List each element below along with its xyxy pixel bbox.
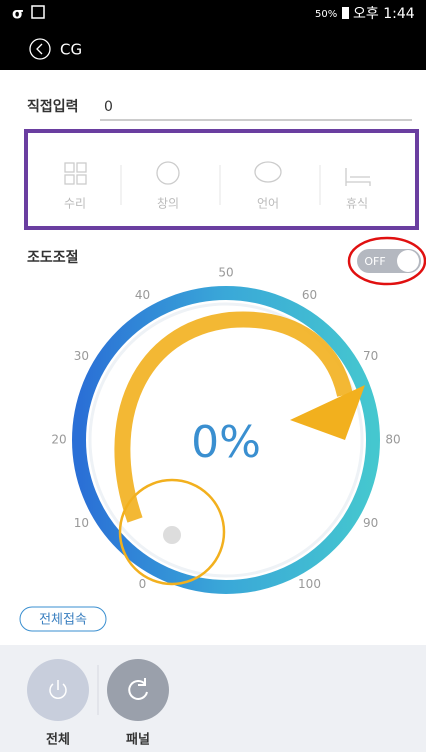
dial-label: 30 [74, 349, 89, 363]
bottom-label: 패널 [126, 732, 150, 748]
dial-label: 20 [51, 433, 66, 447]
mode-box [24, 129, 419, 230]
dial-label: 0 [139, 577, 147, 591]
mode-label: 창의 [157, 197, 179, 211]
annotation-circle [118, 478, 226, 586]
mode-label: 수리 [64, 197, 86, 211]
back-arrow [36, 43, 43, 55]
toggle-text: OFF [364, 255, 385, 268]
dial-face [88, 302, 364, 578]
connect-all-text: 전체접속 [39, 613, 87, 628]
annotation-arrowhead [290, 385, 365, 440]
dial-label: 40 [135, 288, 150, 302]
refresh-icon [128, 678, 148, 700]
dial-label: 80 [385, 433, 400, 447]
battery-icon [342, 7, 349, 19]
mode-label: 언어 [257, 197, 279, 211]
dial-label: 70 [363, 349, 378, 363]
mode-label: 휴식 [346, 197, 368, 211]
dial-ring [72, 286, 380, 594]
power-icon [49, 680, 67, 699]
carrier-icon: σ [12, 5, 24, 23]
top-bar [0, 0, 426, 70]
back-button[interactable] [29, 38, 51, 60]
annotation-arrow [114, 311, 353, 523]
mode-icons [64, 161, 371, 186]
dial-knob[interactable] [161, 524, 183, 546]
input-value[interactable]: 0 [104, 99, 113, 115]
header-title: CG [60, 41, 82, 59]
dial-label: 60 [302, 288, 317, 302]
dial-label: 100 [298, 577, 321, 591]
dial-display: 0% [191, 417, 261, 468]
input-label: 직접입력 [27, 98, 79, 115]
connect-all-button[interactable] [19, 606, 107, 632]
battery-text: 50% [315, 9, 337, 20]
dial-label: 90 [363, 516, 378, 530]
dial-label: 10 [74, 516, 89, 530]
refresh-button[interactable] [107, 659, 169, 721]
toggle-knob [397, 250, 419, 272]
brightness-label: 조도조절 [27, 250, 79, 266]
dial-label: 50 [218, 266, 233, 280]
status-time: 오후 1:44 [353, 6, 415, 22]
annotation-circle [347, 236, 426, 286]
gallery-icon [31, 5, 45, 19]
bottom-label: 전체 [46, 732, 70, 748]
